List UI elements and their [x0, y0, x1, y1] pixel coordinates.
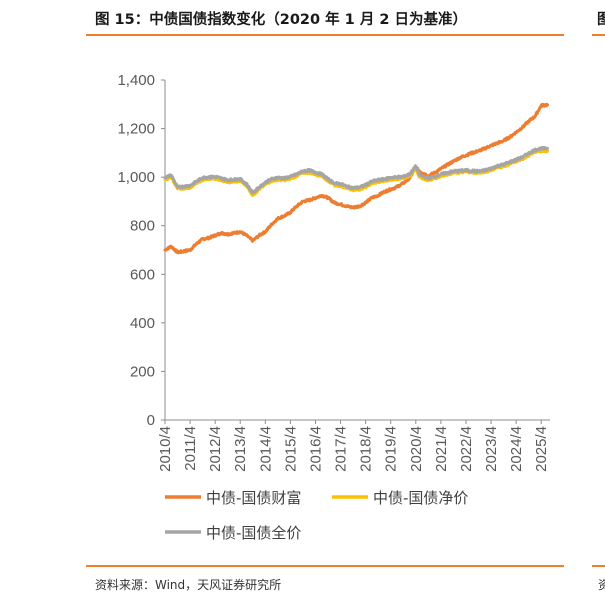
chart-series: [163, 102, 549, 255]
x-tick-label: 2018/4: [358, 426, 375, 472]
series-line-1: [163, 102, 549, 255]
x-tick-label: 2010/4: [157, 426, 174, 472]
x-tick-label: 2021/4: [433, 426, 450, 472]
next-source-fragment: 资: [598, 578, 605, 592]
legend-label-3: 中债-国债全价: [206, 524, 301, 542]
figure-title: 图 15：中债国债指数变化（2020 年 1 月 2 日为基准）: [95, 12, 467, 28]
y-tick-label: 1,200: [117, 121, 155, 138]
x-tick-label: 2014/4: [257, 426, 274, 472]
x-tick-label: 2019/4: [383, 426, 400, 472]
bottom-rule: [86, 565, 564, 567]
x-tick-label: 2013/4: [232, 426, 249, 472]
y-tick-label: 400: [130, 315, 155, 332]
legend-label-1: 中债-国债财富: [206, 489, 301, 507]
x-tick-label: 2017/4: [333, 426, 350, 472]
x-tick-label: 2025/4: [533, 426, 550, 472]
source-note: 资料来源：Wind，天风证券研究所: [95, 578, 282, 592]
y-tick-label: 600: [130, 266, 155, 283]
x-tick-label: 2015/4: [282, 426, 299, 472]
y-tick-label: 0: [147, 412, 155, 429]
x-tick-label: 2022/4: [458, 426, 475, 472]
x-tick-label: 2024/4: [508, 426, 525, 472]
series-line-3: [163, 145, 549, 195]
y-tick-label: 200: [130, 363, 155, 380]
bottom-rule-next: [592, 565, 605, 567]
chart-axes: 0 200 400 600 800 1,000 1,200 1,400 2010/4 2011/4…: [117, 72, 550, 472]
y-tick-label: 1,400: [117, 72, 155, 89]
x-tick-label: 2012/4: [207, 426, 224, 472]
top-rule: [86, 34, 564, 36]
y-tick-label: 1,000: [117, 169, 155, 186]
x-tick-label: 2011/4: [182, 426, 199, 471]
x-tick-label: 2020/4: [408, 426, 425, 472]
next-figure-title-fragment: 图: [597, 12, 605, 28]
x-tick-label: 2023/4: [483, 426, 500, 472]
top-rule-next: [592, 34, 605, 36]
y-tick-label: 800: [130, 218, 155, 235]
legend-label-2: 中债-国债净价: [373, 489, 468, 507]
x-tick-label: 2016/4: [307, 426, 324, 472]
